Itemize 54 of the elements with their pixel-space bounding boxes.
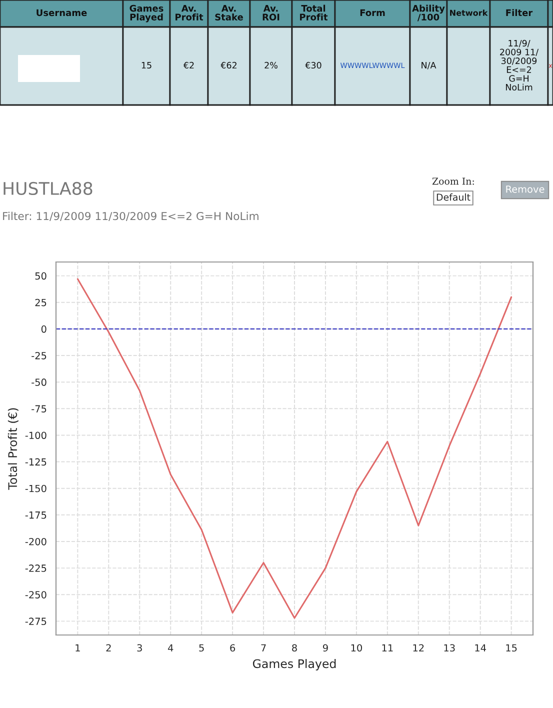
text: 15 xyxy=(142,62,152,69)
category-label: Filter xyxy=(506,9,533,16)
line-series xyxy=(76,278,512,619)
y-tick-label: -250 xyxy=(25,591,46,598)
x-tick-label: 13 xyxy=(444,644,455,652)
text: €2 xyxy=(183,62,194,69)
x-tick-label: 8 xyxy=(292,644,297,652)
category-label: Ability /100 xyxy=(412,4,445,22)
text: N/A xyxy=(422,62,436,70)
y-tick-label: -175 xyxy=(25,512,46,519)
category-label: Av. Stake xyxy=(215,5,243,20)
category-label: Total Profit xyxy=(300,4,328,20)
text: Zoom In: xyxy=(432,178,474,185)
y-tick-label: -125 xyxy=(25,458,46,466)
category-label: Games Played xyxy=(130,4,164,22)
chart-subtitle: Filter: 11/9/2009 11/30/2009 E<=2 G=H NoLim xyxy=(3,212,258,221)
y-tick-label: -150 xyxy=(25,484,46,492)
x-tick-label: 6 xyxy=(230,644,236,652)
x-tick-label: 12 xyxy=(413,644,424,652)
category-label: Av. ROI xyxy=(262,5,280,20)
x-tick-label: 7 xyxy=(261,644,266,652)
y-tick-label: 25 xyxy=(35,298,46,306)
y-axis-title: Total Profit (€) xyxy=(8,408,18,490)
category-label: Network xyxy=(450,10,488,16)
x-tick-label: 15 xyxy=(506,644,517,652)
y-tick-label: -50 xyxy=(32,378,46,386)
category-label: Username xyxy=(36,9,87,16)
y-tick-label: -200 xyxy=(25,538,46,546)
text: Remove xyxy=(506,186,544,193)
y-tick-label: -75 xyxy=(32,405,46,412)
x-tick-label: 5 xyxy=(199,644,204,652)
category-label: Av. Profit xyxy=(176,5,204,20)
x-axis-title: Games Played xyxy=(252,658,336,670)
y-tick-label: 0 xyxy=(41,325,46,333)
category-label: Form xyxy=(360,9,385,16)
x-tick-label: 9 xyxy=(322,644,328,652)
x-tick-label: 1 xyxy=(76,644,80,652)
text: €30 xyxy=(305,62,322,69)
text: 11/9/ 2009 11/ 30/2009 E<=2 G=H NoLim xyxy=(500,40,539,91)
text: 2% xyxy=(264,62,278,69)
x-tick-label: 14 xyxy=(475,644,486,652)
x-tick-label: 4 xyxy=(168,644,174,652)
x-tick-label: 10 xyxy=(351,644,362,652)
text: €62 xyxy=(220,62,236,69)
x-tick-label: 3 xyxy=(137,644,142,652)
y-tick-label: -100 xyxy=(25,432,46,440)
y-tick-label: -225 xyxy=(25,564,46,572)
x-tick-label: 11 xyxy=(382,644,393,652)
y-tick-label: -275 xyxy=(25,618,46,626)
text: Default xyxy=(436,193,470,201)
chart-title: HUSTLA88 xyxy=(4,182,92,196)
y-tick-label: -25 xyxy=(32,352,46,360)
x-tick-label: 2 xyxy=(106,644,111,652)
y-tick-label: 50 xyxy=(35,272,46,280)
